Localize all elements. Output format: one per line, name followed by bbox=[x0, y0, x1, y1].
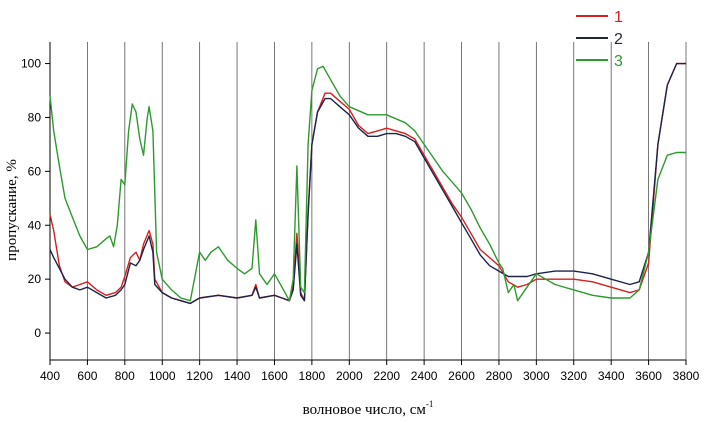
legend-label-2: 2 bbox=[614, 31, 623, 48]
x-tick-labels: 400 600 800 1000 1200 1400 1600 1800 2000 2200 240… bbox=[40, 360, 700, 383]
x-tick-label: 1200 bbox=[186, 369, 213, 383]
legend: 1 2 3 bbox=[576, 9, 623, 70]
x-tick-label: 400 bbox=[40, 369, 60, 383]
series-lines bbox=[49, 62, 686, 305]
y-tick-label: 60 bbox=[28, 164, 42, 178]
x-tick-label: 3400 bbox=[598, 369, 625, 383]
x-tick-label: 3600 bbox=[635, 369, 662, 383]
x-tick-label: 1600 bbox=[261, 369, 288, 383]
legend-label-1: 1 bbox=[614, 9, 623, 26]
y-tick-labels: 0 20 40 60 80 100 bbox=[21, 57, 50, 340]
x-tick-label: 2400 bbox=[411, 369, 438, 383]
x-tick-label: 2000 bbox=[336, 369, 363, 383]
x-axis-title-superscript: -1 bbox=[426, 399, 434, 409]
y-tick-label: 100 bbox=[21, 57, 41, 71]
x-tick-label: 2600 bbox=[448, 369, 475, 383]
series-line-2 bbox=[49, 62, 686, 305]
x-tick-label: 2200 bbox=[373, 369, 400, 383]
x-tick-label: 1800 bbox=[299, 369, 326, 383]
x-axis-title-main: волновое число, см bbox=[303, 402, 427, 418]
x-tick-label: 600 bbox=[77, 369, 97, 383]
x-tick-label: 3000 bbox=[523, 369, 550, 383]
y-tick-label: 20 bbox=[28, 272, 42, 286]
series-line-3 bbox=[49, 65, 686, 302]
x-tick-label: 2800 bbox=[486, 369, 513, 383]
y-tick-label: 40 bbox=[28, 218, 42, 232]
vertical-grid bbox=[87, 42, 687, 360]
series-line-1 bbox=[49, 62, 686, 305]
x-tick-label: 3200 bbox=[560, 369, 587, 383]
axes bbox=[49, 42, 686, 361]
x-tick-label: 800 bbox=[115, 369, 135, 383]
x-tick-label: 1000 bbox=[149, 369, 176, 383]
y-tick-label: 0 bbox=[34, 326, 41, 340]
x-tick-label: 1400 bbox=[224, 369, 251, 383]
x-axis-title: волновое число, см-1 bbox=[303, 399, 434, 418]
y-tick-label: 80 bbox=[28, 110, 42, 124]
y-axis-title: пропускание, % bbox=[4, 159, 20, 261]
x-tick-label: 3800 bbox=[673, 369, 700, 383]
legend-label-3: 3 bbox=[614, 53, 623, 70]
